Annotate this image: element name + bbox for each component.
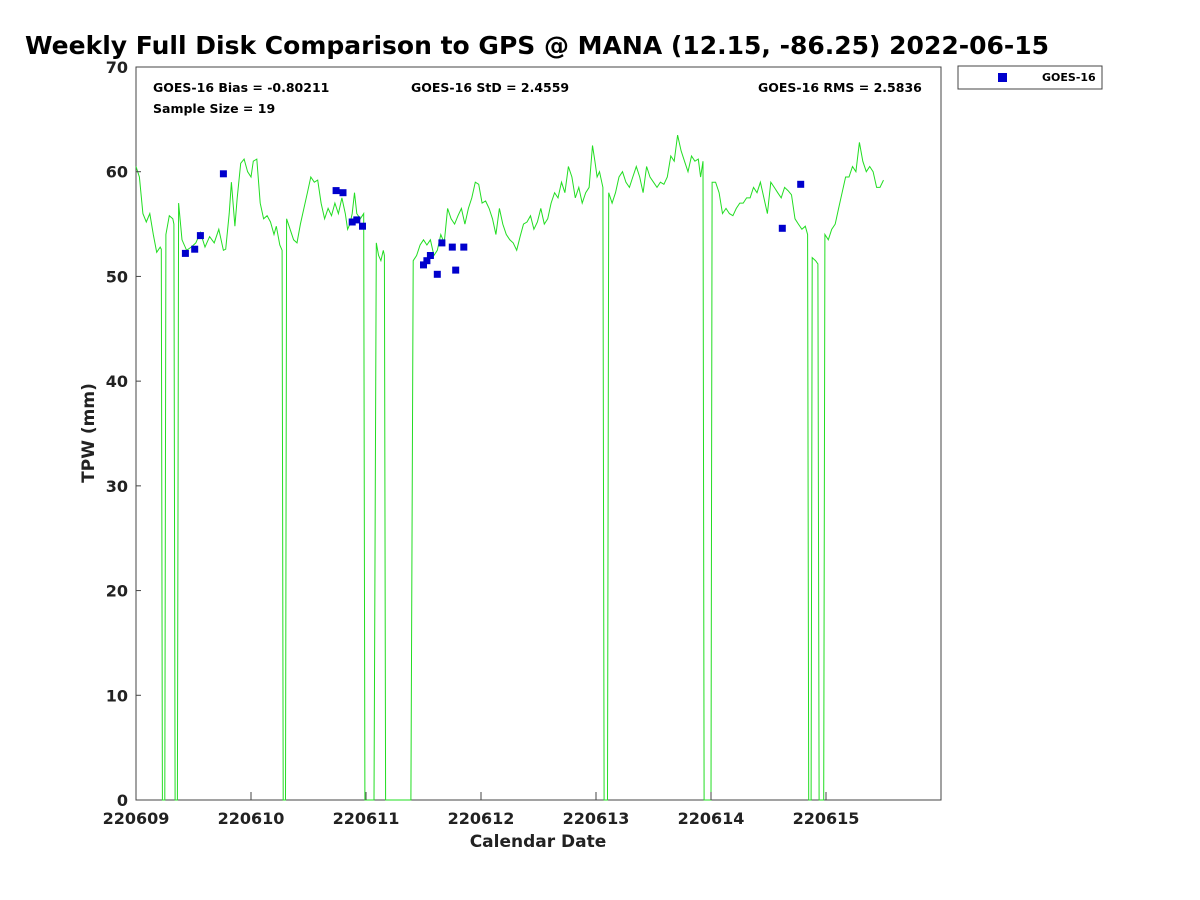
goes-16-point-8 [359,222,366,230]
sample-size-stat: Sample Size = 19 [153,101,275,116]
y-tick-label-2: 20 [106,582,128,601]
x-tick-label-4: 220613 [563,809,630,828]
x-tick-label-5: 220614 [678,809,745,828]
x-tick-label-3: 220612 [448,809,515,828]
x-axis: 220609 220610 220611 220612 220613 220614 2206… [103,792,860,828]
goes-16-point-18 [797,180,805,188]
goes-16-point-0 [181,249,189,257]
goes-16-point-11 [426,252,434,259]
legend-label: GOES-16 [1042,71,1096,84]
rms-stat: GOES-16 RMS = 2.5836 [758,80,922,95]
goes-16-point-16 [460,243,468,251]
goes-16-point-1 [191,245,199,253]
goes-16-point-3 [219,170,227,178]
y-tick-label-4: 40 [106,372,128,391]
goes-16-point-17 [778,224,786,232]
y-tick-label-7: 70 [106,58,128,77]
goes-16-point-5 [339,189,347,197]
goes-16-point-6 [348,218,356,226]
x-tick-label-6: 220615 [793,809,860,828]
plot-area [135,66,942,801]
goes-16-markers [181,170,805,278]
gps-series-line [135,134,884,801]
plot-frame [135,66,942,801]
goes-16-point-7 [353,216,361,224]
std-stat: GOES-16 StD = 2.4559 [411,80,569,95]
goes-16-point-13 [438,239,446,247]
x-axis-label: Calendar Date [470,832,607,852]
legend-box [957,65,1103,90]
y-tick-label-1: 10 [106,686,128,705]
chart-title: Weekly Full Disk Comparison to GPS @ MAN… [25,31,1049,60]
goes-16-point-14 [448,243,456,251]
y-axis: 0 10 20 30 40 50 60 70 [106,58,141,810]
x-tick-label-1: 220610 [218,809,285,828]
y-axis-label: TPW (mm) [79,383,99,483]
y-tick-label-0: 0 [117,791,128,810]
goes-16-point-9 [420,261,427,269]
y-tick-label-6: 60 [106,163,128,182]
bias-stat: GOES-16 Bias = -0.80211 [153,80,329,95]
y-tick-label-5: 50 [106,267,128,286]
y-tick-label-3: 30 [106,477,128,496]
legend: GOES-16 [957,65,1103,90]
x-tick-label-2: 220611 [333,809,400,828]
x-tick-label-0: 220609 [103,809,170,828]
goes-16-point-10 [423,257,431,265]
legend-marker [998,73,1007,82]
goes-16-point-2 [196,232,204,240]
goes-16-point-12 [433,270,441,278]
goes-16-point-4 [332,187,340,195]
goes-16-point-15 [452,266,460,274]
